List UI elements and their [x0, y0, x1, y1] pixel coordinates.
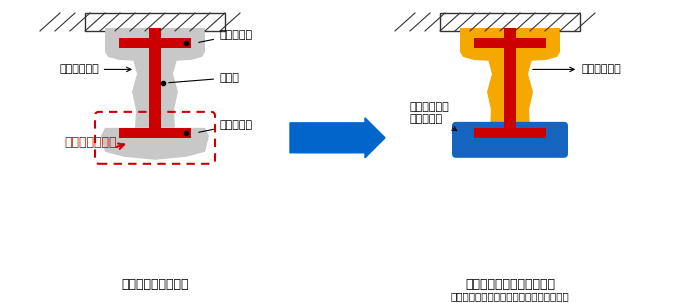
Text: （ロックウールフェルト＋高耕熱粒状綿）: （ロックウールフェルト＋高耕熱粒状綿） [451, 291, 569, 301]
Text: ウェブ: ウェブ [169, 73, 239, 83]
Text: 鉃押えが不要: 鉃押えが不要 [532, 65, 621, 75]
Bar [474, 128, 546, 138]
Polygon shape [101, 128, 209, 160]
Text: ロックウール
フェルト巻: ロックウール フェルト巻 [409, 102, 456, 131]
Polygon shape [487, 38, 504, 128]
FancyBboxPatch shape [452, 122, 568, 158]
Bar [119, 128, 191, 138]
Bar [504, 28, 516, 128]
Text: ハイブリッド耕火被覆工法: ハイブリッド耕火被覆工法 [465, 278, 555, 291]
Text: 上フランジ: 上フランジ [199, 30, 252, 42]
Bar [440, 13, 580, 31]
Polygon shape [161, 38, 178, 128]
Bar [149, 28, 161, 128]
Bar [119, 38, 191, 48]
Polygon shape [460, 28, 560, 62]
Bar [85, 13, 225, 31]
Polygon shape [105, 28, 205, 62]
FancyArrow shape [290, 118, 385, 158]
Text: 従来工法（粒状綿）: 従来工法（粒状綿） [121, 278, 189, 291]
Text: 施工難度（高）: 施工難度（高） [64, 136, 116, 149]
Text: 下フランジ: 下フランジ [199, 120, 252, 132]
Polygon shape [516, 38, 533, 128]
Text: 鉃押えが必要: 鉃押えが必要 [59, 65, 131, 75]
Bar [474, 38, 546, 48]
Polygon shape [132, 38, 149, 128]
